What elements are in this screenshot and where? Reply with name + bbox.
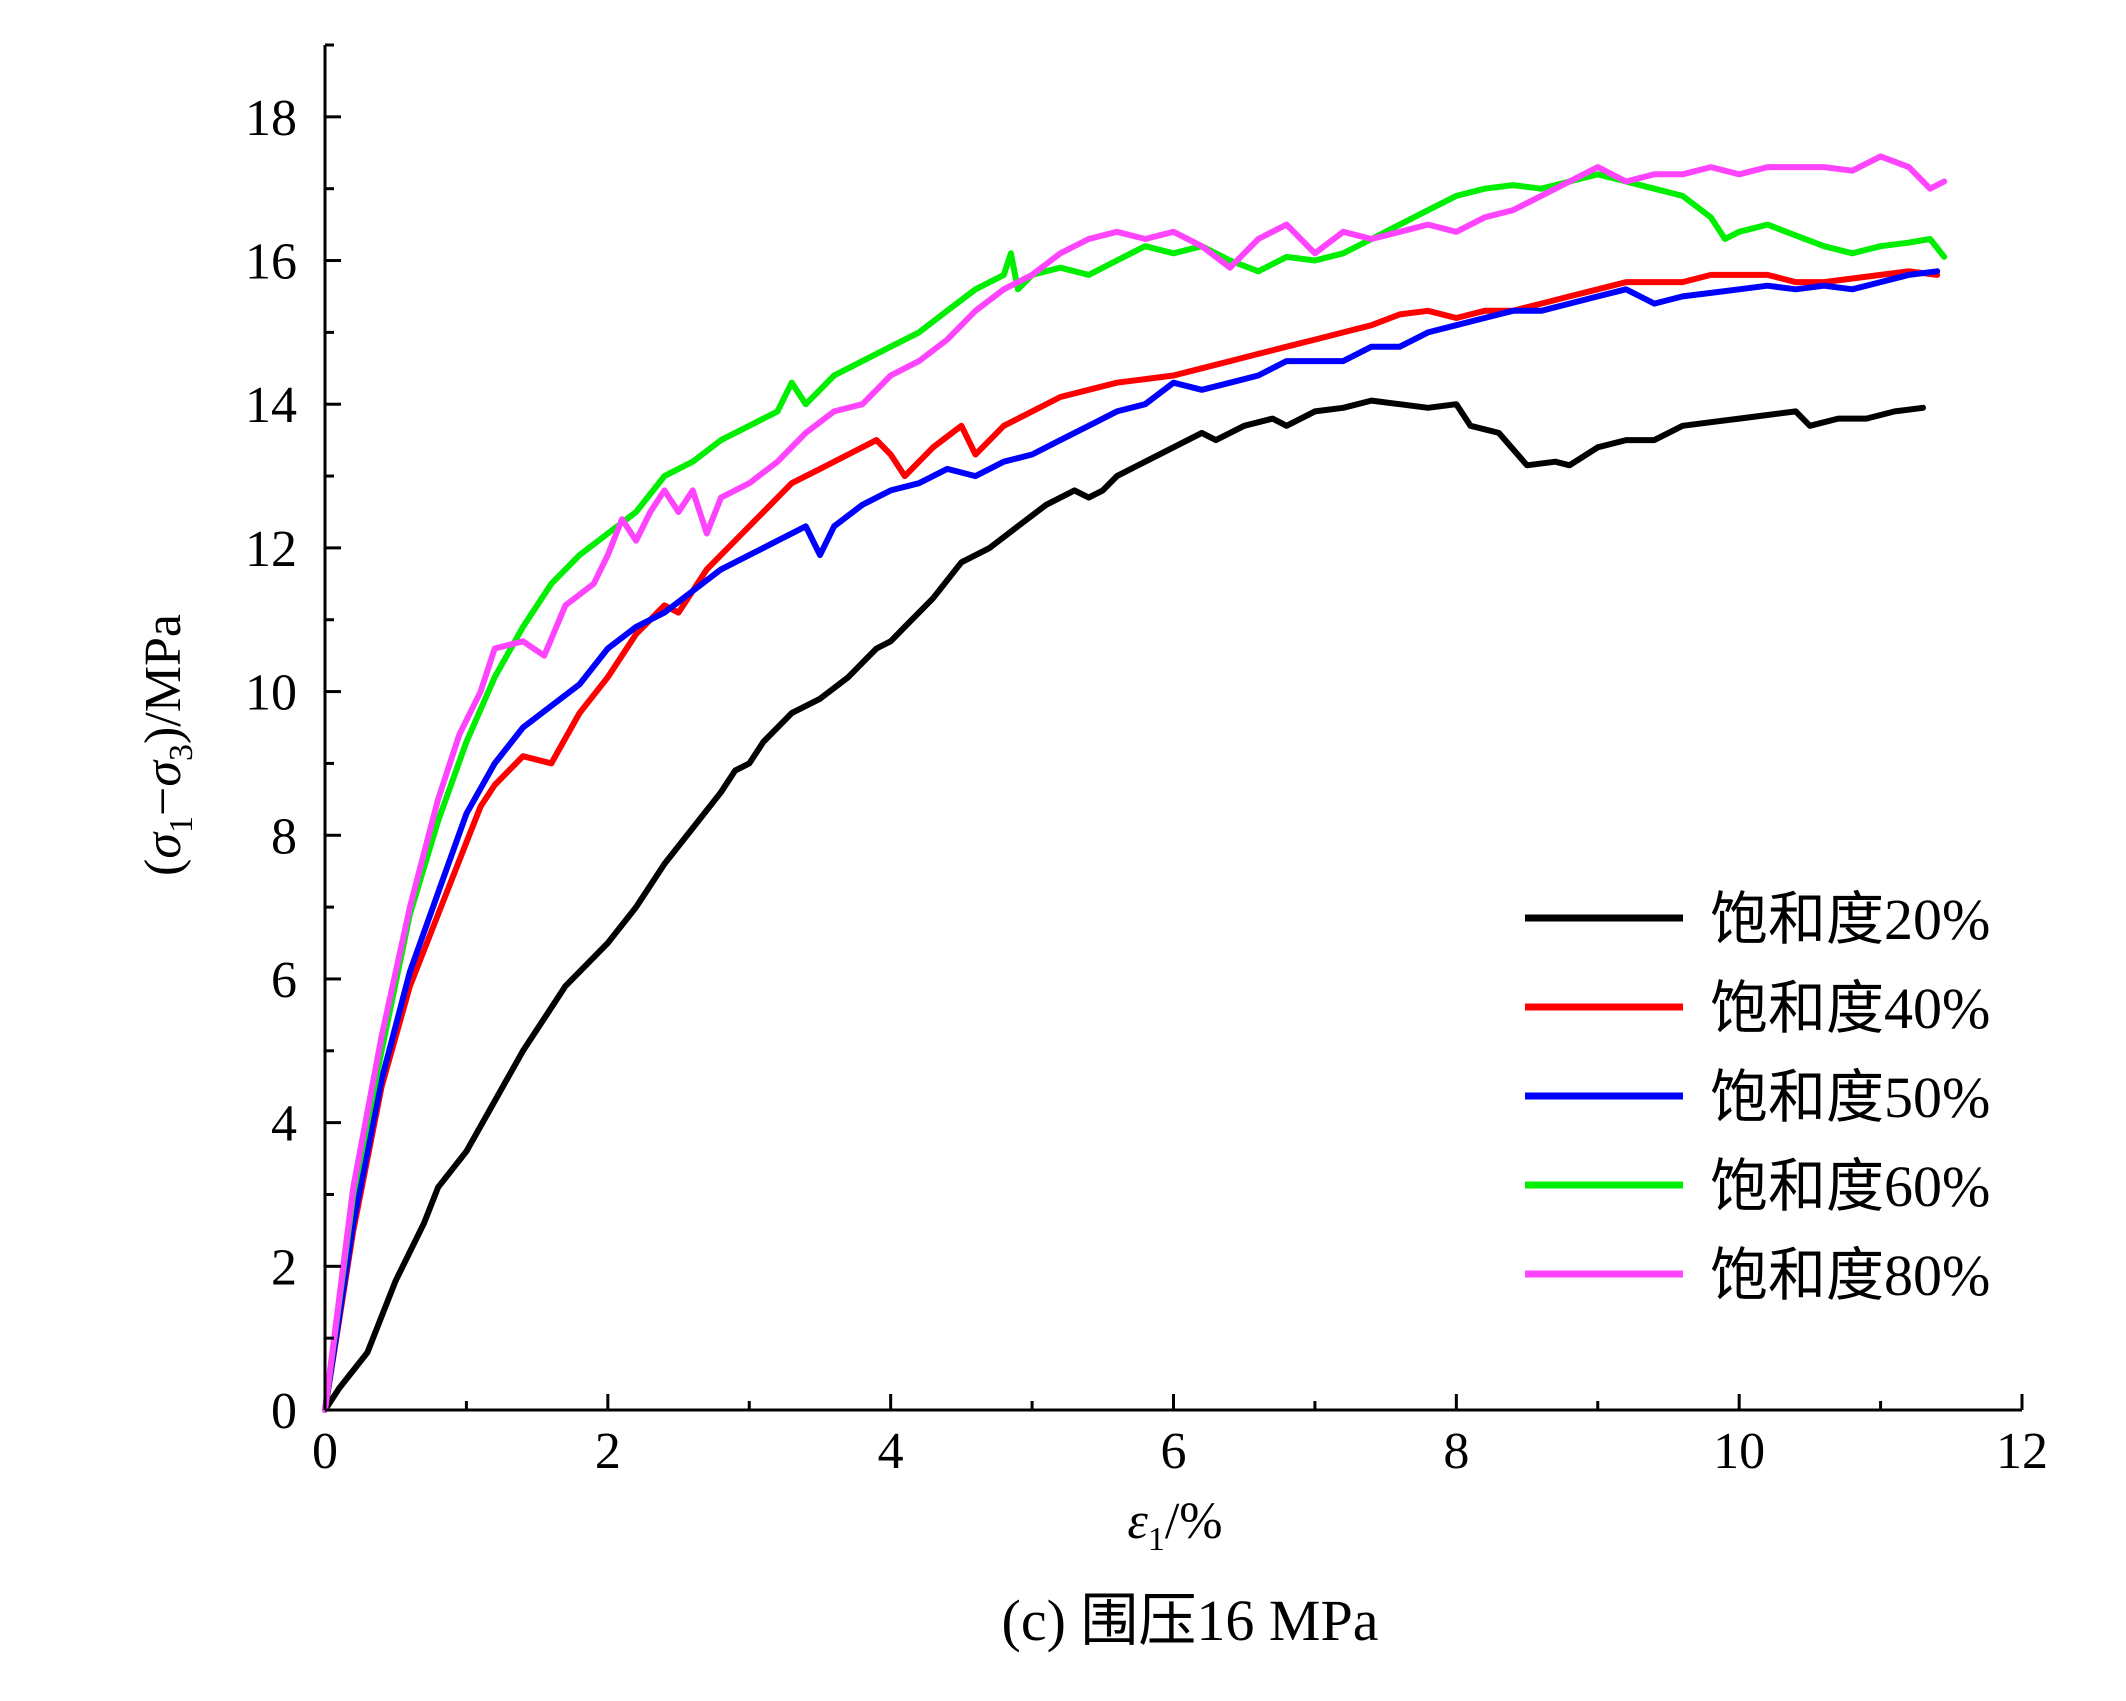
y-tick-label: 8 bbox=[271, 808, 297, 865]
x-axis-title-rest: /% bbox=[1165, 1493, 1223, 1550]
y-axis-title-sub3: 3 bbox=[163, 744, 200, 761]
y-tick-label: 14 bbox=[245, 377, 297, 434]
series-line-5 bbox=[322, 153, 1948, 1413]
y-tick-label: 0 bbox=[271, 1383, 297, 1440]
y-tick-label: 18 bbox=[245, 90, 297, 147]
x-axis-title: ε1/% bbox=[1127, 1493, 1222, 1558]
y-axis-ticks: 0 2 4 6 8 10 12 14 16 18 bbox=[245, 43, 341, 1440]
x-tick-label: 8 bbox=[1443, 1423, 1469, 1480]
x-tick-label: 10 bbox=[1713, 1423, 1765, 1480]
series-line-3 bbox=[322, 268, 1941, 1413]
x-tick-label: 12 bbox=[1996, 1423, 2048, 1480]
y-axis-title-open: ( bbox=[135, 859, 192, 876]
legend-label-4: 饱和度60% bbox=[1710, 1154, 1990, 1219]
y-axis-title-rest: )/MPa bbox=[135, 614, 192, 744]
legend-label-5: 饱和度80% bbox=[1710, 1243, 1990, 1308]
x-axis-ticks: 0 2 4 6 8 10 12 bbox=[312, 1394, 2048, 1480]
legend-label-2: 饱和度40% bbox=[1710, 976, 1990, 1041]
x-tick-label: 6 bbox=[1161, 1423, 1187, 1480]
y-tick-label: 16 bbox=[245, 234, 297, 291]
y-axis-title-sigma3: σ bbox=[135, 759, 192, 787]
legend-label-3: 饱和度50% bbox=[1710, 1065, 1990, 1130]
y-tick-label: 6 bbox=[271, 952, 297, 1009]
x-tick-label: 0 bbox=[312, 1423, 338, 1480]
y-axis-title: (σ1−σ3)/MPa bbox=[135, 614, 200, 876]
x-axis-title-symbol: ε bbox=[1127, 1493, 1148, 1550]
y-axis-title-sigma1: σ bbox=[135, 831, 192, 859]
series-lines bbox=[322, 153, 1948, 1413]
y-axis-title-minus: − bbox=[135, 787, 192, 816]
x-tick-label: 4 bbox=[878, 1423, 904, 1480]
y-tick-label: 2 bbox=[271, 1239, 297, 1296]
figure-caption: (c) 围压16 MPa bbox=[1002, 1588, 1379, 1653]
x-tick-label: 2 bbox=[595, 1423, 621, 1480]
y-tick-label: 12 bbox=[245, 521, 297, 578]
x-axis-title-subscript: 1 bbox=[1148, 1521, 1165, 1558]
y-axis-title-sub1: 1 bbox=[163, 816, 200, 833]
y-tick-label: 4 bbox=[271, 1096, 297, 1153]
y-tick-label: 10 bbox=[245, 665, 297, 722]
series-line-1 bbox=[322, 397, 1926, 1413]
legend-label-1: 饱和度20% bbox=[1710, 887, 1990, 952]
series-line-2 bbox=[322, 268, 1941, 1413]
legend: 饱和度20% 饱和度40% 饱和度50% 饱和度60% 饱和度80% bbox=[1525, 887, 1990, 1308]
